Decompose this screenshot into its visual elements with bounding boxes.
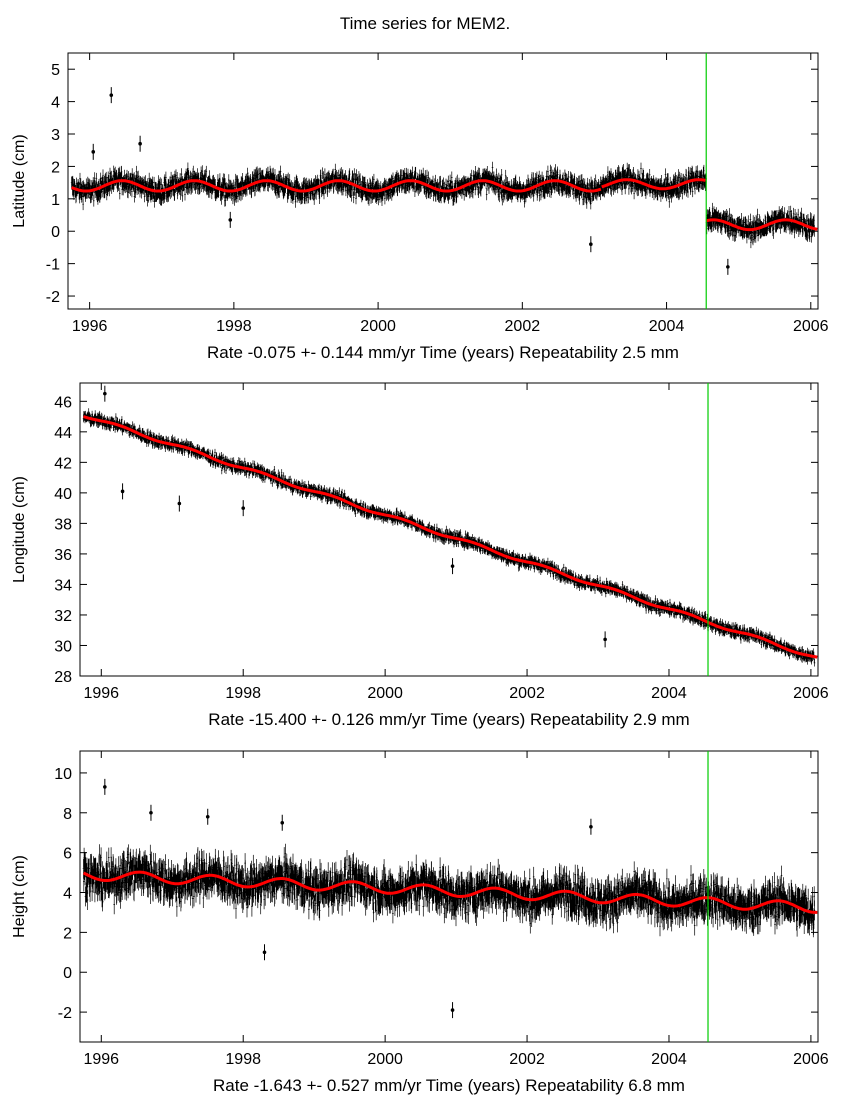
latitude-y-tick-label: 2 xyxy=(51,159,60,176)
latitude-x-tick-label: 2002 xyxy=(505,318,541,335)
longitude-y-tick-label: 42 xyxy=(54,455,72,472)
longitude-footer: Rate -15.400 +- 0.126 mm/yr Time (years)… xyxy=(208,710,689,729)
latitude-y-tick-label: 1 xyxy=(51,192,60,209)
latitude-y-tick-label: -2 xyxy=(46,289,60,306)
longitude-y-tick-label: 46 xyxy=(54,394,72,411)
longitude-y-axis-label: Longitude (cm) xyxy=(11,476,28,583)
longitude-plot-frame xyxy=(79,382,819,677)
height-x-axis-label: Time (years) xyxy=(426,1076,526,1095)
latitude-x-tick-label: 2000 xyxy=(360,318,396,335)
latitude-x-tick-label: 1998 xyxy=(216,318,252,335)
height-outlier-point xyxy=(589,824,593,829)
longitude-x-tick-label: 2000 xyxy=(367,685,403,702)
latitude-y-tick-label: 4 xyxy=(51,95,60,112)
longitude-y-tick-label: 34 xyxy=(54,577,72,594)
longitude-x-tick-label: 2004 xyxy=(651,685,687,702)
height-data-layer xyxy=(82,778,818,1019)
height-outlier-point xyxy=(149,810,153,815)
height-outlier-point xyxy=(280,820,285,825)
latitude-outlier-point xyxy=(589,242,593,246)
longitude-x-tick-label: 2002 xyxy=(509,685,545,702)
height-y-tick-label: 2 xyxy=(63,925,72,942)
latitude-x-tick-label: 2004 xyxy=(649,318,685,335)
latitude-observations xyxy=(70,161,816,249)
height-y-tick-label: 10 xyxy=(54,766,72,783)
height-repeatability: Repeatability 6.8 mm xyxy=(525,1076,685,1095)
height-y-tick-label: -2 xyxy=(58,1005,72,1022)
longitude-data-layer xyxy=(82,385,818,667)
height-y-tick-label: 8 xyxy=(63,806,72,823)
latitude-model-fit xyxy=(705,218,818,232)
latitude-y-tick-label: 3 xyxy=(51,127,60,144)
latitude-repeatability: Repeatability 2.5 mm xyxy=(519,343,679,362)
latitude-y-tick-label: -1 xyxy=(46,257,60,274)
longitude-y-tick-label: 44 xyxy=(54,425,72,442)
latitude-x-tick-label: 1996 xyxy=(72,318,108,335)
height-y-tick-label: 0 xyxy=(63,965,72,982)
longitude-x-tick-label: 1996 xyxy=(83,685,119,702)
longitude-y-tick-label: 38 xyxy=(54,516,72,533)
longitude-panel: 28 30 32 34 36 38 40 42 44 46 1996 1998 2000 2002 2004… xyxy=(11,382,829,729)
longitude-repeatability: Repeatability 2.9 mm xyxy=(530,710,690,729)
latitude-outlier-point xyxy=(109,93,114,97)
longitude-y-tick-label: 30 xyxy=(54,638,72,655)
height-outlier-point xyxy=(450,1008,455,1012)
height-outlier-point xyxy=(205,814,210,819)
latitude-y-tick-label: 5 xyxy=(51,62,60,79)
longitude-outlier-point xyxy=(177,501,182,506)
latitude-outlier-point xyxy=(228,218,233,222)
latitude-y-tick-label: 0 xyxy=(51,224,60,241)
latitude-model-fit xyxy=(601,178,706,191)
height-x-tick-label: 2002 xyxy=(509,1051,545,1068)
latitude-outlier-point xyxy=(726,265,730,269)
latitude-x-tick-label: 2006 xyxy=(793,318,829,335)
longitude-x-tick-label: 2006 xyxy=(793,685,829,702)
height-y-axis-label: Height (cm) xyxy=(11,855,28,938)
longitude-y-tick-label: 40 xyxy=(54,486,72,503)
latitude-rate: Rate -0.075 +- 0.144 mm/yr xyxy=(207,343,420,362)
longitude-outlier-point xyxy=(120,489,125,494)
height-y-tick-label: 6 xyxy=(63,846,72,863)
height-x-tick-label: 2000 xyxy=(367,1051,403,1068)
height-rate: Rate -1.643 +- 0.527 mm/yr xyxy=(213,1076,426,1095)
height-x-tick-label: 2006 xyxy=(793,1051,829,1068)
latitude-y-axis-label: Latitude (cm) xyxy=(11,134,28,227)
height-x-tick-label: 1996 xyxy=(83,1051,119,1068)
longitude-x-axis-label: Time (years) xyxy=(431,710,531,729)
latitude-x-axis-label: Time (years) xyxy=(420,343,520,362)
longitude-outlier-point xyxy=(603,637,607,642)
height-outlier-point xyxy=(103,785,107,789)
latitude-outlier-point xyxy=(138,141,142,146)
height-x-tick-label: 1998 xyxy=(225,1051,261,1068)
height-y-tick-label: 4 xyxy=(63,886,72,903)
page-title: Time series for MEM2. xyxy=(339,14,511,33)
height-footer: Rate -1.643 +- 0.527 mm/yr Time (years) … xyxy=(213,1076,685,1095)
longitude-model-fit xyxy=(83,415,818,659)
height-observations xyxy=(82,843,816,938)
latitude-panel: -2 -1 0 1 2 3 4 5 1996 1998 2000 2002 2004 2006 Latitu… xyxy=(11,52,829,362)
latitude-model-fit xyxy=(71,179,602,193)
latitude-outlier-point xyxy=(91,150,96,154)
longitude-x-tick-label: 1998 xyxy=(225,685,261,702)
height-outlier-point xyxy=(262,950,267,955)
longitude-outlier-point xyxy=(241,506,246,510)
latitude-plot-frame xyxy=(67,52,819,310)
longitude-y-tick-label: 36 xyxy=(54,547,72,564)
longitude-rate: Rate -15.400 +- 0.126 mm/yr xyxy=(208,710,430,729)
longitude-outlier-point xyxy=(450,564,455,568)
latitude-footer: Rate -0.075 +- 0.144 mm/yr Time (years) … xyxy=(207,343,679,362)
height-plot-frame xyxy=(79,750,819,1043)
height-panel: -2 0 2 4 6 8 10 1996 1998 2000 2002 2004 2006 Height … xyxy=(11,750,829,1095)
latitude-data-layer xyxy=(70,87,818,275)
longitude-outlier-point xyxy=(103,391,107,396)
height-x-tick-label: 2004 xyxy=(651,1051,687,1068)
height-model-fit xyxy=(82,870,818,914)
longitude-y-tick-label: 32 xyxy=(54,608,72,625)
longitude-y-tick-label: 28 xyxy=(54,669,72,686)
